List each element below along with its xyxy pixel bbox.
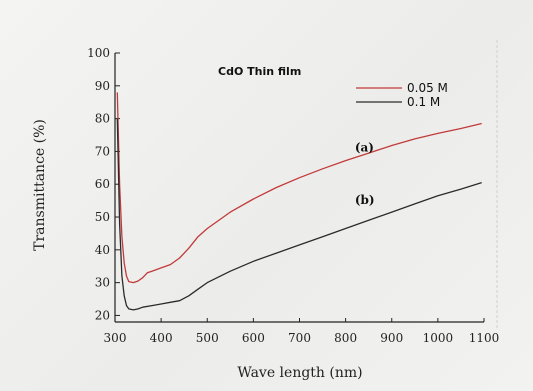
legend-label-0-1m: 0.1 M (407, 95, 440, 109)
chart-title: CdO Thin film (218, 65, 301, 78)
x-tick-label: 600 (242, 331, 265, 345)
x-tick-label: 400 (150, 331, 173, 345)
y-tick-label: 70 (95, 144, 110, 158)
x-tick-label: 300 (104, 331, 127, 345)
y-tick-label: 20 (95, 308, 110, 322)
y-tick-label: 60 (95, 177, 110, 191)
x-tick-label: 1000 (423, 331, 454, 345)
series-line-0-05m (116, 92, 482, 284)
series-line-0-1m (116, 118, 482, 311)
x-axis-title: Wave length (nm) (237, 365, 362, 381)
y-tick-label: 40 (95, 243, 110, 257)
labels-group: CdO Thin film Wave length (nm) Transmitt… (32, 65, 448, 381)
annotation-a: (a) (355, 140, 374, 154)
y-axis-title: Transmittance (%) (32, 119, 48, 251)
x-tick-label: 900 (380, 331, 403, 345)
axes: 300 400 500 600 700 800 900 1000 1100 20 30 40 50 60 7… (87, 46, 499, 345)
legend-label-0-05m: 0.05 M (407, 81, 448, 95)
y-tick-label: 30 (95, 276, 110, 290)
y-tick-label: 50 (95, 210, 110, 224)
x-tick-label: 800 (334, 331, 357, 345)
x-tick-label: 1100 (469, 331, 500, 345)
y-tick-label: 90 (95, 79, 110, 93)
x-tick-label: 700 (288, 331, 311, 345)
series-group (116, 92, 482, 311)
x-tick-label: 500 (196, 331, 219, 345)
y-tick-label: 80 (95, 112, 110, 126)
y-tick-label: 100 (87, 46, 110, 60)
annotation-b: (b) (355, 193, 375, 207)
